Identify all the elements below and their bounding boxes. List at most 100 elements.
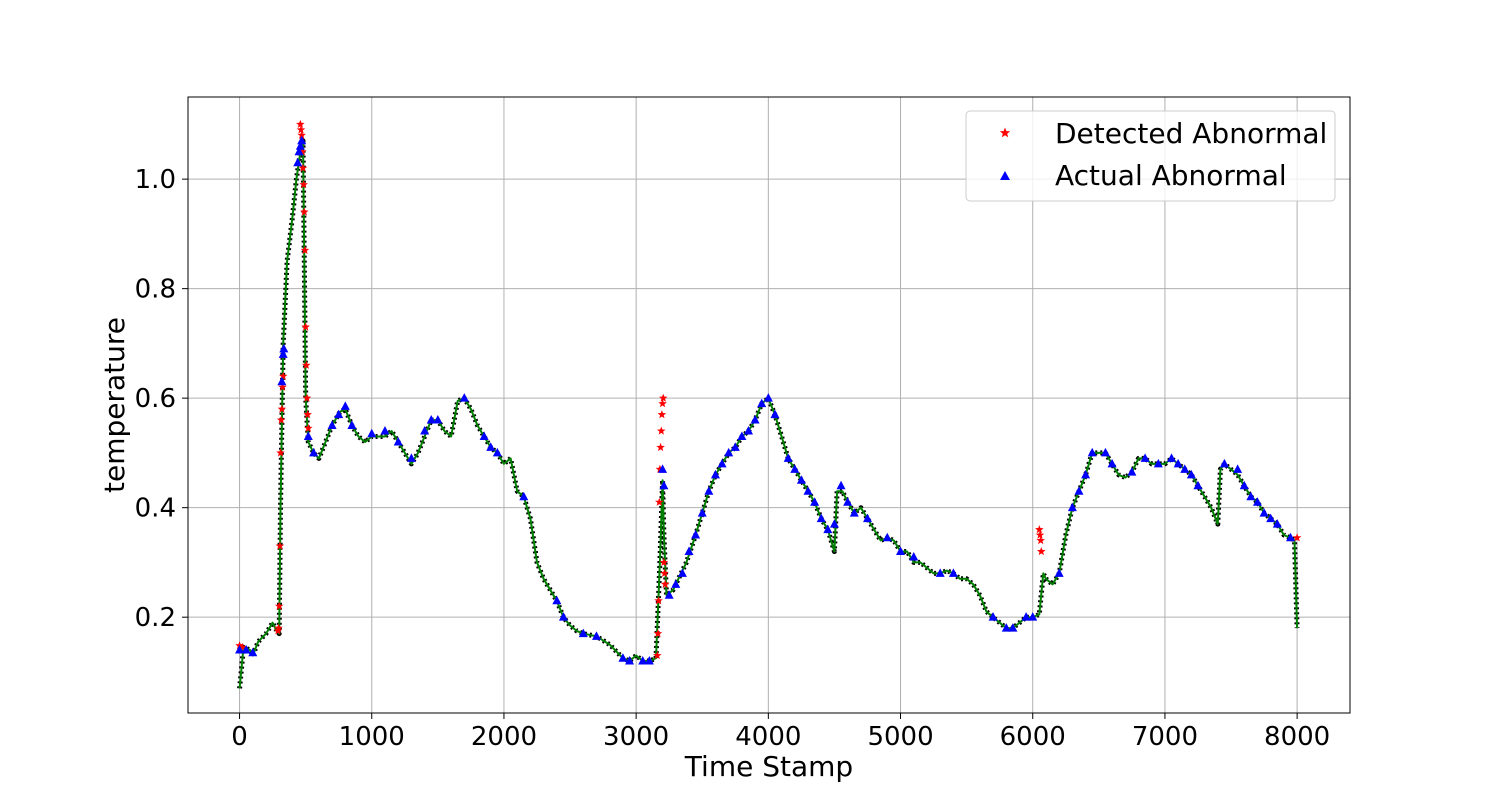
y-tick-label: 1.0: [135, 165, 176, 195]
actual-abnormal-point: [294, 146, 304, 156]
actual-abnormal-point: [757, 398, 767, 408]
x-tick-label: 2000: [471, 722, 537, 752]
actual-abnormal-point: [1246, 491, 1256, 501]
actual-abnormal-point: [1286, 532, 1296, 542]
detected-abnormal-point: [657, 426, 666, 435]
actual-abnormal-point: [659, 480, 669, 490]
data-layer: [235, 119, 1302, 689]
detected-abnormal-point: [274, 601, 284, 610]
actual-abnormal-point: [704, 486, 714, 495]
actual-abnormal-point: [882, 532, 892, 542]
actual-abnormal-point: [1127, 467, 1137, 476]
x-tick-label: 1000: [339, 722, 405, 752]
actual-abnormal-point: [293, 157, 303, 167]
detected-abnormal-point: [302, 393, 312, 402]
actual-abnormal-point: [763, 393, 773, 402]
actual-abnormal-point: [710, 469, 720, 479]
actual-abnormal-point: [988, 612, 998, 621]
actual-abnormal-point: [644, 655, 654, 665]
actual-abnormal-point: [278, 349, 288, 358]
actual-abnormal-point: [810, 497, 820, 506]
actual-abnormal-point: [664, 590, 674, 599]
actual-abnormal-point: [796, 475, 806, 484]
detected-abnormal-point: [299, 180, 308, 189]
actual-abnormal-point: [433, 415, 443, 424]
detected-abnormal-point: [297, 130, 306, 139]
actual-abnormal-point: [625, 655, 635, 665]
actual-abnormal-point: [935, 568, 945, 577]
legend-label-actual: Actual Abnormal: [1055, 159, 1287, 192]
actual-abnormal-point: [347, 420, 357, 430]
actual-abnormal-point: [737, 431, 747, 440]
detected-abnormal-point: [653, 629, 663, 638]
actual-abnormal-point: [1266, 513, 1276, 523]
actual-abnormal-point: [843, 497, 853, 506]
actual-abnormal-point: [420, 426, 430, 435]
actual-abnormal-point: [750, 415, 760, 424]
detected-abnormal-point: [657, 410, 667, 419]
detected-abnormal-point: [237, 642, 247, 651]
y-tick-label: 0.2: [135, 603, 176, 633]
x-axis-label: Time Stamp: [684, 750, 853, 783]
actual-abnormal-point: [406, 453, 416, 462]
axis-ticks: 0 1000 2000 3000 4000 5000 6000 7000 8000 0.2 0.4 0…: [135, 165, 1331, 752]
actual-abnormal-point: [849, 508, 859, 517]
detected-abnormal-point: [659, 393, 668, 402]
detected-abnormal-point: [301, 322, 310, 331]
detected-abnormal-point: [1035, 525, 1044, 534]
detected-abnormal-point: [304, 423, 313, 432]
legend-star-icon: [999, 127, 1011, 138]
actual-abnormal-point: [279, 343, 289, 353]
actual-abnormal-point: [327, 420, 337, 430]
actual-abnormal-point: [426, 415, 436, 424]
actual-abnormal-point: [1186, 469, 1196, 479]
actual-abnormal-point: [295, 141, 305, 150]
actual-abnormal-point: [1074, 486, 1084, 495]
actual-abnormal-point: [297, 135, 307, 145]
x-tick-label: 7000: [1132, 722, 1198, 752]
actual-abnormal-point: [1107, 458, 1117, 468]
detected-abnormal-point: [660, 579, 670, 588]
actual-abnormal-point: [1067, 502, 1077, 512]
actual-abnormal-point: [1239, 480, 1249, 490]
detected-abnormal-point: [276, 448, 285, 457]
detected-abnormal-point: [300, 207, 309, 216]
actual-abnormal-point: [684, 546, 694, 555]
actual-abnormal-point: [823, 524, 833, 534]
actual-abnormal-point: [783, 453, 793, 462]
detected-abnormal-point: [656, 442, 665, 452]
actual-abnormal-point: [309, 447, 319, 457]
x-tick-label: 0: [231, 722, 248, 752]
actual-abnormal-point: [459, 393, 469, 402]
x-tick-label: 6000: [1000, 722, 1066, 752]
detected-abnormal-point: [296, 125, 306, 134]
detected-abnormal-point: [1292, 533, 1302, 542]
actual-abnormal-point: [671, 579, 681, 588]
detected-abnormal-point: [296, 119, 305, 128]
detected-abnormal-point: [278, 371, 288, 380]
actual-abnormal-point: [770, 409, 780, 419]
actual-abnormal-point: [1219, 458, 1229, 468]
actual-abnormal-point: [1140, 453, 1150, 462]
actual-abnormal-point: [519, 491, 529, 501]
actual-abnormal-point: [340, 401, 350, 410]
actual-abnormal-point: [303, 431, 313, 440]
actual-abnormal-point: [638, 655, 648, 665]
actual-abnormal-point: [241, 645, 251, 654]
detected-abnormal-point: [658, 399, 667, 408]
actual-abnormal-point: [1153, 458, 1163, 468]
actual-abnormal-point: [380, 426, 390, 435]
detected-abnormal-point: [1036, 536, 1045, 545]
detected-abnormal-point: [303, 410, 312, 419]
detected-abnormal-point: [660, 568, 669, 577]
x-tick-label: 3000: [603, 722, 669, 752]
actual-abnormal-point: [862, 513, 872, 523]
y-tick-label: 0.4: [135, 494, 176, 524]
actual-abnormal-point: [248, 647, 258, 657]
detected-abnormal-point: [298, 163, 308, 172]
detected-abnormal-point: [655, 464, 665, 473]
actual-abnormal-point: [829, 519, 839, 528]
detected-abnormal-point: [1035, 530, 1045, 539]
